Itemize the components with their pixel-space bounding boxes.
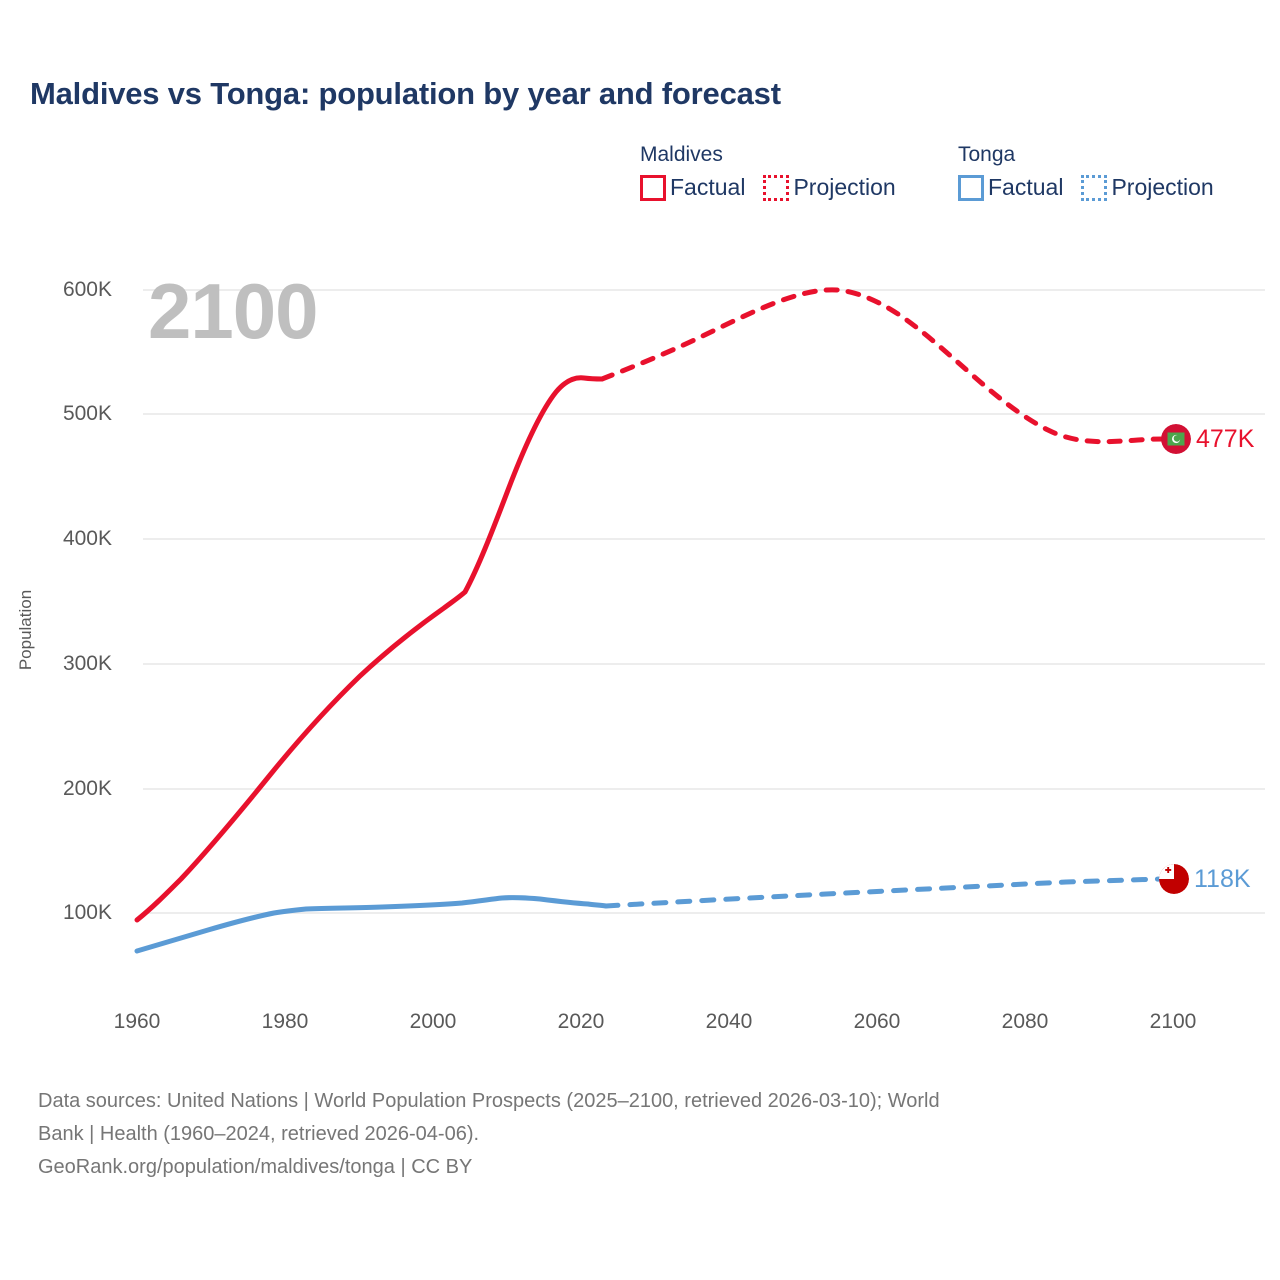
- x-tick-2020: 2020: [557, 1010, 605, 1033]
- legend-swatch-solid-blue: [958, 174, 984, 201]
- tonga-flag-icon: [1159, 864, 1189, 894]
- legend-label-maldives-projection: Projection: [793, 174, 896, 200]
- legend-label-tonga-projection: Projection: [1111, 174, 1214, 200]
- legend-country-tonga: Tonga: [958, 143, 1016, 166]
- y-tick-600k: 600K: [62, 278, 112, 301]
- maldives-projection-line: [599, 287, 1171, 445]
- y-tick-500k: 500K: [62, 402, 112, 425]
- legend-country-maldives: Maldives: [640, 143, 723, 166]
- legend-label-maldives-factual: Factual: [670, 174, 746, 200]
- x-tick-2060: 2060: [853, 1010, 901, 1033]
- endpoint-value-tonga: 118K: [1194, 864, 1251, 893]
- y-tick-400k: 400K: [62, 527, 112, 550]
- endpoint-tonga[interactable]: 118K: [1159, 864, 1251, 894]
- endpoint-value-maldives: 477K: [1196, 424, 1255, 453]
- footer-line-3: GeoRank.org/population/maldives/tonga | …: [38, 1156, 473, 1178]
- y-tick-200k: 200K: [62, 777, 112, 800]
- legend-swatch-dotted-blue: [1081, 174, 1108, 201]
- plot-area: [134, 287, 1265, 954]
- legend-group-tonga: Tonga Factual Projection: [958, 142, 1214, 201]
- footer-line-1: Data sources: United Nations | World Pop…: [38, 1090, 940, 1112]
- legend-label-tonga-factual: Factual: [988, 174, 1064, 200]
- x-tick-2100: 2100: [1149, 1010, 1197, 1033]
- chart-legend: Maldives Factual Projection Tonga Factua…: [640, 142, 1260, 222]
- y-tick-300k: 300K: [62, 652, 112, 675]
- tonga-projection-line: [603, 876, 1163, 909]
- footer-line-2: Bank | Health (1960–2024, retrieved 2026…: [38, 1123, 480, 1145]
- legend-item-maldives-projection[interactable]: Projection: [763, 174, 896, 201]
- legend-item-maldives-factual[interactable]: Factual: [640, 174, 745, 201]
- legend-swatch-dotted-red: [763, 174, 790, 201]
- year-watermark: 2100: [148, 267, 319, 355]
- y-tick-100k: 100K: [62, 901, 112, 924]
- tonga-factual-line: [134, 895, 609, 954]
- series-line-maldives-factual: [137, 634, 470, 920]
- x-tick-2000: 2000: [409, 1010, 457, 1033]
- page-title: Maldives vs Tonga: population by year an…: [30, 76, 781, 111]
- maldives-factual-line: [134, 375, 605, 923]
- legend-swatch-solid-red: [640, 174, 666, 201]
- legend-item-tonga-projection[interactable]: Projection: [1081, 174, 1214, 201]
- legend-group-maldives: Maldives Factual Projection: [640, 142, 896, 201]
- x-tick-2080: 2080: [1001, 1010, 1049, 1033]
- gridlines: [143, 289, 1265, 914]
- x-tick-2040: 2040: [705, 1010, 753, 1033]
- maldives-flag-icon: [1161, 424, 1191, 454]
- footer-sources: Data sources: United Nations | World Pop…: [38, 1085, 1238, 1184]
- legend-item-tonga-factual[interactable]: Factual: [958, 174, 1063, 201]
- endpoint-maldives[interactable]: 477K: [1161, 424, 1254, 454]
- x-tick-1960: 1960: [113, 1010, 161, 1033]
- x-tick-1980: 1980: [261, 1010, 309, 1033]
